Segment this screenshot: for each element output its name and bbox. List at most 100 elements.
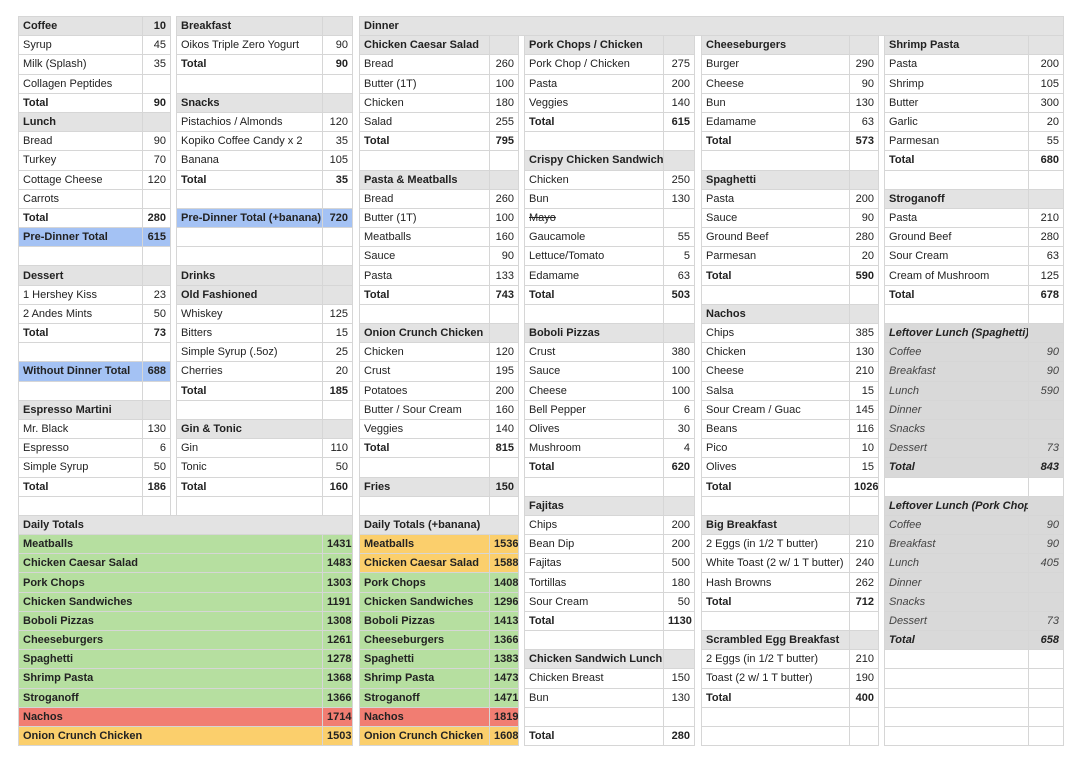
cell-label[interactable]: Total bbox=[884, 629, 1029, 651]
cell-label[interactable]: Parmesan bbox=[884, 131, 1029, 152]
cell-label[interactable]: Chicken Sandwich Lunch bbox=[524, 649, 664, 670]
cell-label[interactable]: Fajitas bbox=[524, 553, 664, 574]
cell-value[interactable]: 23 bbox=[142, 284, 171, 305]
cell-value[interactable]: 280 bbox=[1027, 227, 1065, 248]
cell-value[interactable]: 50 bbox=[322, 457, 353, 478]
cell-value[interactable] bbox=[663, 131, 695, 152]
cell-label[interactable]: Boboli Pizzas bbox=[524, 322, 664, 344]
cell-value[interactable] bbox=[1027, 668, 1065, 689]
cell-label[interactable]: Snacks bbox=[884, 418, 1029, 440]
cell-label[interactable]: Bread bbox=[359, 54, 490, 75]
cell-label[interactable]: Onion Crunch Chicken bbox=[359, 322, 490, 344]
cell-label[interactable]: Bread bbox=[359, 188, 490, 209]
cell-label[interactable]: Pork Chops bbox=[18, 572, 323, 593]
cell-label[interactable]: Breakfast bbox=[884, 361, 1029, 382]
cell-value[interactable] bbox=[663, 706, 695, 727]
cell-label[interactable]: Total bbox=[18, 207, 143, 229]
cell-label[interactable]: Ground Beef bbox=[884, 227, 1029, 248]
cell-label[interactable]: Hash Browns bbox=[701, 572, 850, 593]
cell-value[interactable]: 280 bbox=[849, 227, 879, 248]
cell-label[interactable]: Total bbox=[359, 284, 490, 305]
cell-value[interactable]: 195 bbox=[489, 361, 519, 382]
cell-label[interactable]: Total bbox=[701, 476, 850, 497]
cell-label[interactable] bbox=[701, 495, 850, 516]
cell-label[interactable]: Nachos bbox=[18, 706, 323, 727]
cell-value[interactable]: 200 bbox=[663, 73, 695, 94]
cell-value[interactable]: 1473 bbox=[489, 668, 519, 689]
cell-label[interactable]: Pico bbox=[701, 438, 850, 459]
cell-value[interactable]: 90 bbox=[142, 92, 171, 113]
cell-value[interactable]: 90 bbox=[1027, 534, 1065, 555]
cell-value[interactable] bbox=[1027, 399, 1065, 420]
cell-value[interactable]: 1308 bbox=[322, 610, 353, 632]
cell-label[interactable]: Chicken Caesar Salad bbox=[359, 553, 490, 574]
cell-value[interactable] bbox=[142, 246, 171, 267]
cell-value[interactable] bbox=[663, 649, 695, 670]
cell-label[interactable] bbox=[359, 150, 490, 171]
cell-label[interactable]: Cheese bbox=[524, 380, 664, 401]
cell-label[interactable]: Fajitas bbox=[524, 495, 664, 516]
cell-value[interactable]: 200 bbox=[849, 188, 879, 209]
cell-label[interactable]: Total bbox=[176, 54, 323, 75]
cell-label[interactable]: Total bbox=[176, 380, 323, 401]
cell-value[interactable]: 1026 bbox=[849, 476, 879, 497]
cell-value[interactable] bbox=[1027, 476, 1065, 497]
cell-label[interactable]: Bell Pepper bbox=[524, 399, 664, 420]
cell-value[interactable]: 380 bbox=[663, 342, 695, 363]
cell-label[interactable] bbox=[884, 303, 1029, 325]
cell-label[interactable] bbox=[524, 629, 664, 651]
cell-value[interactable]: 200 bbox=[1027, 54, 1065, 75]
cell-value[interactable] bbox=[1027, 495, 1065, 516]
cell-value[interactable]: 385 bbox=[849, 322, 879, 344]
cell-label[interactable]: Daily Totals bbox=[18, 514, 353, 536]
cell-label[interactable]: Olives bbox=[701, 457, 850, 478]
cell-value[interactable]: 4 bbox=[663, 438, 695, 459]
cell-label[interactable]: Olives bbox=[524, 418, 664, 440]
cell-label[interactable]: Pasta bbox=[359, 265, 490, 286]
cell-label[interactable]: Milk (Splash) bbox=[18, 54, 143, 75]
cell-value[interactable] bbox=[142, 111, 171, 133]
cell-value[interactable] bbox=[142, 342, 171, 363]
cell-value[interactable]: 1471 bbox=[489, 687, 519, 708]
cell-label[interactable]: Pork Chop / Chicken bbox=[524, 54, 664, 75]
cell-value[interactable]: 573 bbox=[849, 131, 879, 152]
cell-value[interactable] bbox=[322, 15, 353, 37]
cell-value[interactable]: 290 bbox=[849, 54, 879, 75]
cell-label[interactable]: Onion Crunch Chicken bbox=[359, 725, 490, 747]
cell-value[interactable] bbox=[1027, 572, 1065, 593]
cell-label[interactable]: Sour Cream bbox=[524, 591, 664, 612]
cell-label[interactable]: Daily Totals (+banana) bbox=[359, 514, 519, 536]
cell-label[interactable]: Total bbox=[359, 438, 490, 459]
cell-label[interactable]: Dinner bbox=[884, 399, 1029, 420]
cell-label[interactable]: Breakfast bbox=[884, 534, 1029, 555]
cell-value[interactable]: 658 bbox=[1027, 629, 1065, 651]
cell-label[interactable]: Pasta & Meatballs bbox=[359, 169, 490, 190]
cell-label[interactable] bbox=[701, 610, 850, 632]
cell-value[interactable]: 130 bbox=[142, 418, 171, 440]
cell-value[interactable]: 200 bbox=[663, 534, 695, 555]
cell-value[interactable]: 90 bbox=[322, 54, 353, 75]
cell-value[interactable] bbox=[322, 227, 353, 248]
cell-label[interactable]: Total bbox=[524, 457, 664, 478]
cell-label[interactable]: Kopiko Coffee Candy x 2 bbox=[176, 131, 323, 152]
cell-value[interactable] bbox=[849, 725, 879, 747]
cell-label[interactable] bbox=[884, 169, 1029, 190]
cell-label[interactable]: Bitters bbox=[176, 322, 323, 344]
cell-label[interactable]: Lettuce/Tomato bbox=[524, 246, 664, 267]
cell-label[interactable]: 2 Eggs (in 1/2 T butter) bbox=[701, 649, 850, 670]
cell-value[interactable]: 1130 bbox=[663, 610, 695, 632]
cell-value[interactable]: 50 bbox=[663, 591, 695, 612]
cell-label[interactable]: Chips bbox=[701, 322, 850, 344]
cell-value[interactable]: 73 bbox=[142, 322, 171, 344]
cell-value[interactable]: 116 bbox=[849, 418, 879, 440]
cell-value[interactable]: 30 bbox=[663, 418, 695, 440]
cell-label[interactable]: Sauce bbox=[359, 246, 490, 267]
cell-label[interactable]: Toast (2 w/ 1 T butter) bbox=[701, 668, 850, 689]
cell-label[interactable]: Veggies bbox=[359, 418, 490, 440]
cell-value[interactable]: 90 bbox=[849, 207, 879, 229]
cell-value[interactable]: 678 bbox=[1027, 284, 1065, 305]
cell-label[interactable] bbox=[884, 649, 1029, 670]
cell-label[interactable]: Total bbox=[524, 111, 664, 133]
cell-label[interactable]: Stroganoff bbox=[18, 687, 323, 708]
cell-value[interactable]: 50 bbox=[142, 303, 171, 325]
